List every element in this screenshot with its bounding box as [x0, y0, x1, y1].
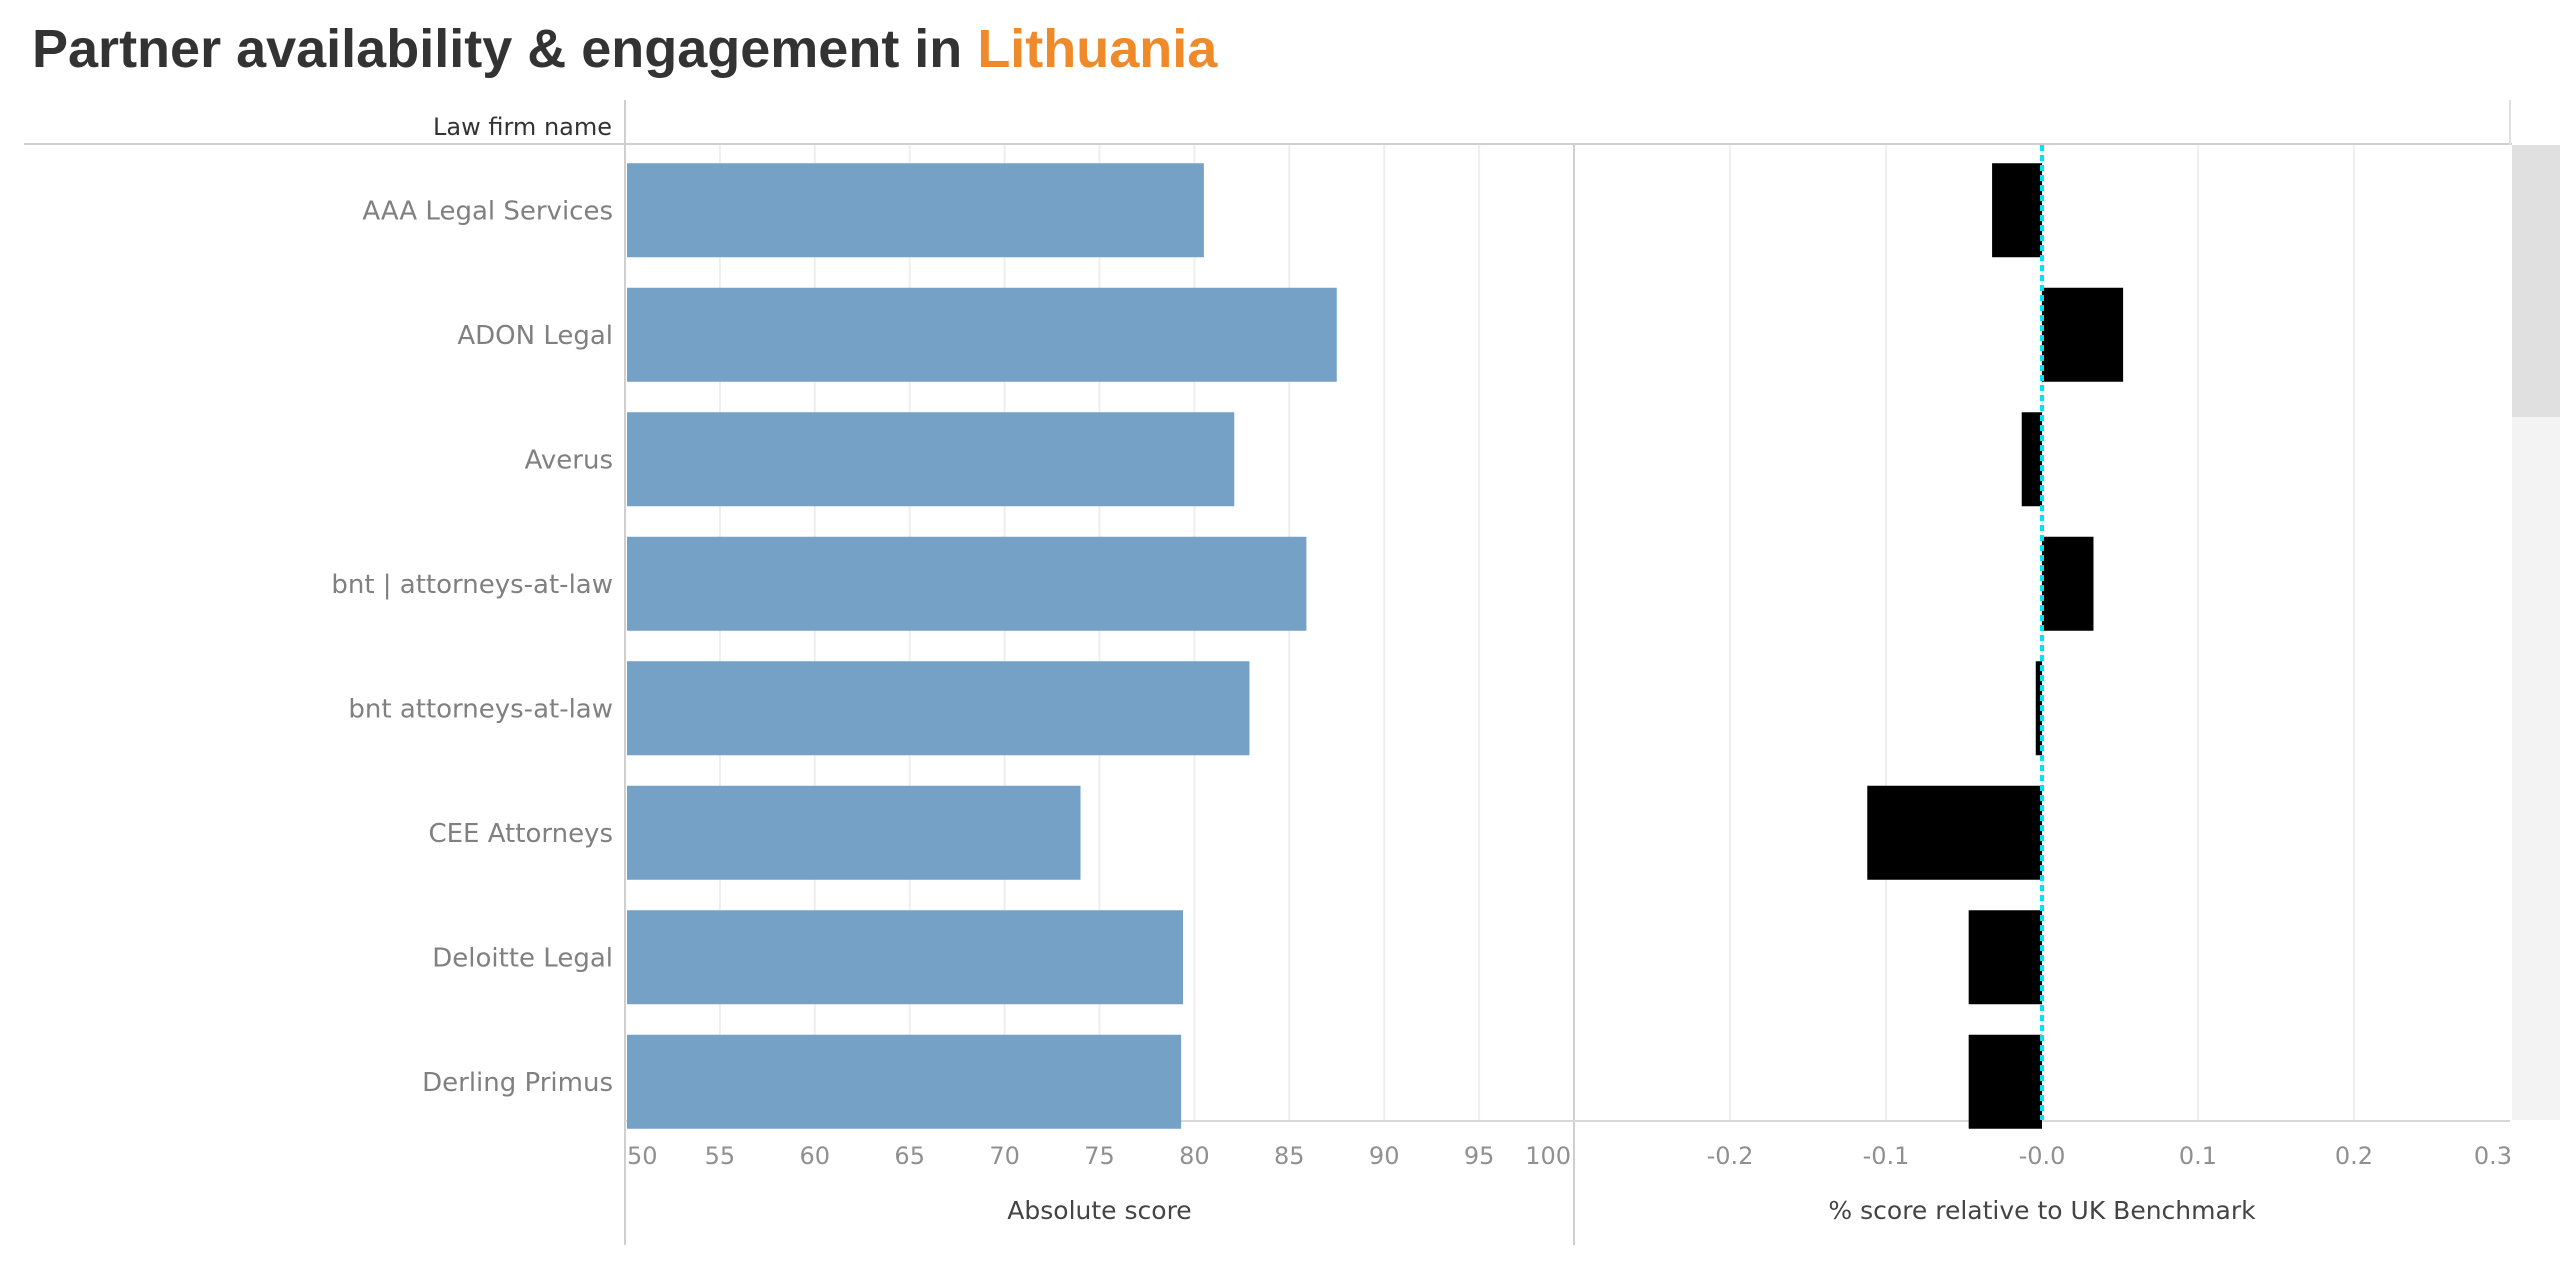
absolute-score-bar: [627, 412, 1235, 507]
x-tick-label: 65: [894, 1142, 925, 1170]
relative-score-bar: [1867, 785, 2042, 880]
relative-score-bar: [1968, 1034, 2042, 1129]
x-tick-label: 75: [1084, 1142, 1115, 1170]
x-tick-label: 0.3: [2474, 1142, 2512, 1170]
category-label: Derling Primus: [422, 1068, 613, 1098]
relative-score-bar: [2021, 412, 2042, 507]
absolute-score-bar: [627, 910, 1184, 1005]
chart-title: Partner availability & engagement in Lit…: [32, 18, 1217, 80]
x-axis-title: Absolute score: [1007, 1196, 1191, 1225]
x-tick-label: 60: [800, 1142, 831, 1170]
relative-score-bar: [2042, 536, 2094, 631]
relative-score-bar: [1968, 910, 2042, 1005]
absolute-score-bar: [627, 287, 1337, 382]
x-tick-label: 55: [705, 1142, 736, 1170]
category-label: AAA Legal Services: [362, 196, 613, 226]
x-tick-label: 90: [1369, 1142, 1400, 1170]
category-label: ADON Legal: [457, 321, 613, 351]
x-tick-label: -0.1: [1863, 1142, 1910, 1170]
x-tick-label: 50: [627, 1142, 658, 1170]
relative-score-bar: [1992, 163, 2042, 258]
x-tick-label: 0.2: [2335, 1142, 2373, 1170]
absolute-score-bar: [627, 1034, 1182, 1129]
category-label: Deloitte Legal: [432, 943, 613, 973]
x-tick-label: 0.1: [2179, 1142, 2217, 1170]
absolute-score-bar: [627, 785, 1081, 880]
scrollbar-thumb[interactable]: [2512, 145, 2560, 417]
category-label: Averus: [525, 445, 613, 475]
x-tick-label: -0.0: [2019, 1142, 2066, 1170]
title-country: Lithuania: [977, 19, 1218, 79]
category-label: bnt attorneys-at-law: [348, 694, 613, 724]
category-label: CEE Attorneys: [428, 819, 613, 849]
x-tick-label: 100: [1525, 1142, 1571, 1170]
category-label: bnt | attorneys-at-law: [331, 570, 613, 600]
absolute-score-bar: [627, 163, 1204, 258]
x-tick-label: 85: [1274, 1142, 1305, 1170]
absolute-score-bar: [627, 661, 1250, 756]
x-axis-title: % score relative to UK Benchmark: [1828, 1196, 2256, 1225]
x-tick-label: 70: [989, 1142, 1020, 1170]
absolute-score-bar: [627, 536, 1307, 631]
relative-score-bar: [2042, 287, 2124, 382]
x-tick-label: 95: [1464, 1142, 1495, 1170]
row-header-label: Law firm name: [433, 113, 612, 141]
relative-score-bar: [2035, 661, 2042, 756]
title-prefix: Partner availability & engagement in: [32, 19, 963, 79]
x-tick-label: -0.2: [1707, 1142, 1754, 1170]
x-tick-label: 80: [1179, 1142, 1210, 1170]
